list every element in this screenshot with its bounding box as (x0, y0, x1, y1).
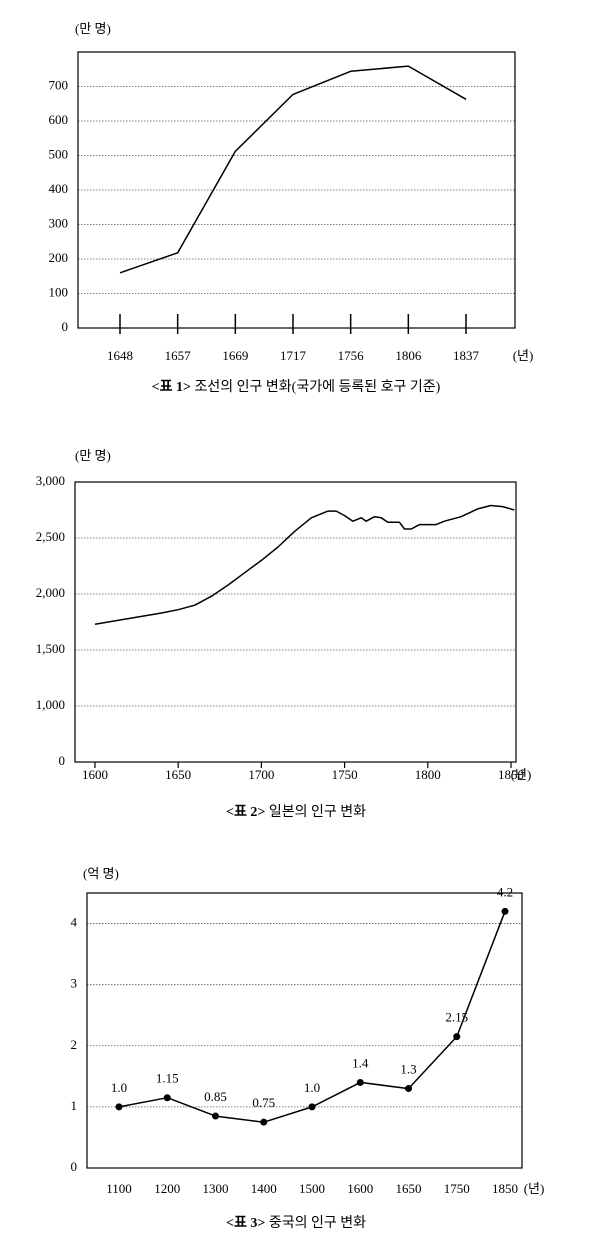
x-tick-label: 1717 (280, 348, 307, 363)
data-label: 1.0 (111, 1080, 127, 1095)
y-tick-label: 0 (71, 1159, 78, 1174)
chart: 0 1 2 3 4 1100 1200 1300 1400 1500 1600 1650 1750 185… (71, 866, 545, 1231)
x-tick-label: 1300 (203, 1181, 229, 1196)
data-point (356, 1078, 364, 1086)
x-tick-label: 1650 (165, 767, 191, 782)
x-axis-label: (년) (524, 1181, 545, 1196)
y-tick-label: 1,500 (36, 641, 65, 656)
x-tick-label: 1850 (498, 767, 524, 782)
x-axis-label: (년) (513, 348, 534, 363)
x-axis-label: (년) (511, 767, 532, 782)
x-tick-label: 1700 (248, 767, 274, 782)
x-tick-label: 1837 (453, 348, 480, 363)
x-tick-label: 1657 (165, 348, 192, 363)
y-tick-label: 2,500 (36, 529, 65, 544)
caption-label: <표 2> (226, 805, 265, 820)
y-tick-label: 0 (59, 753, 66, 768)
chart: 0 1,000 1,500 2,000 2,500 3,000 1600 1650 1700 17… (36, 448, 532, 820)
plot-frame (74, 481, 517, 763)
data-label: 4.2 (497, 884, 513, 899)
plot-frame (77, 51, 516, 329)
y-tick-label: 300 (49, 215, 69, 230)
y-tick-label: 2 (71, 1037, 78, 1052)
caption-title: 조선의 인구 변화(국가에 등록된 호구 기준) (195, 379, 441, 395)
plot-frame (86, 892, 523, 1169)
x-tick-label: 1400 (251, 1181, 277, 1196)
data-label: 1.0 (304, 1080, 320, 1095)
data-point (405, 1085, 412, 1093)
y-tick-label: 400 (49, 181, 69, 196)
x-tick-label: 1600 (347, 1181, 373, 1196)
x-tick-label: 1200 (154, 1181, 180, 1196)
caption: <표 1> 조선의 인구 변화(국가에 등록된 호구 기준) (152, 379, 441, 395)
y-tick-label: 0 (62, 319, 69, 334)
data-label: 1.15 (156, 1071, 179, 1086)
data-line (119, 65, 467, 274)
x-tick-label: 1600 (82, 767, 108, 782)
data-label: 0.75 (252, 1095, 275, 1110)
chart: 0 100 200 300 400 500 600 700 1648 1657 1669 1717 17… (49, 21, 534, 395)
x-tick-label: 1669 (222, 348, 248, 363)
data-point (453, 1033, 461, 1041)
caption: <표 2> 일본의 인구 변화 (226, 804, 366, 820)
data-label: 1.3 (400, 1062, 416, 1077)
y-tick-label: 1 (71, 1098, 78, 1113)
caption-title: 일본의 인구 변화 (269, 804, 366, 820)
y-tick-label: 1,000 (36, 697, 65, 712)
data-point (308, 1103, 316, 1111)
caption-label: <표 3> (226, 1216, 265, 1231)
caption: <표 3> 중국의 인구 변화 (226, 1215, 366, 1231)
data-line (94, 504, 515, 625)
x-tick-label: 1850 (492, 1181, 518, 1196)
data-label: 0.85 (204, 1089, 227, 1104)
x-tick-label: 1648 (107, 348, 133, 363)
y-axis-label: (억 명) (83, 866, 119, 881)
y-tick-label: 700 (49, 77, 69, 92)
y-tick-label: 2,000 (36, 585, 65, 600)
caption-label: <표 1> (152, 380, 191, 395)
data-point (163, 1094, 171, 1102)
y-tick-label: 600 (49, 112, 69, 127)
x-tick-label: 1750 (444, 1181, 470, 1196)
x-tick-label: 1806 (395, 348, 422, 363)
x-tick-label: 1750 (332, 767, 358, 782)
y-tick-label: 4 (71, 915, 78, 930)
data-point (260, 1118, 268, 1126)
x-tick-label: 1100 (106, 1181, 132, 1196)
y-tick-label: 3,000 (36, 473, 65, 488)
data-label: 1.4 (352, 1055, 369, 1070)
x-tick-label: 1500 (299, 1181, 325, 1196)
x-tick-label: 1756 (338, 348, 365, 363)
data-point (501, 907, 509, 915)
y-tick-label: 200 (49, 250, 69, 265)
y-tick-label: 500 (49, 146, 69, 161)
y-axis-label: (만 명) (75, 21, 111, 36)
caption-title: 중국의 인구 변화 (269, 1215, 366, 1231)
y-tick-label: 100 (49, 284, 69, 299)
x-tick-label: 1800 (415, 767, 441, 782)
y-axis-label: (만 명) (75, 448, 111, 463)
data-point (115, 1103, 123, 1111)
data-label: 2.15 (445, 1010, 468, 1025)
x-tick-label: 1650 (396, 1181, 422, 1196)
y-tick-label: 3 (71, 976, 78, 991)
data-point (212, 1112, 219, 1120)
